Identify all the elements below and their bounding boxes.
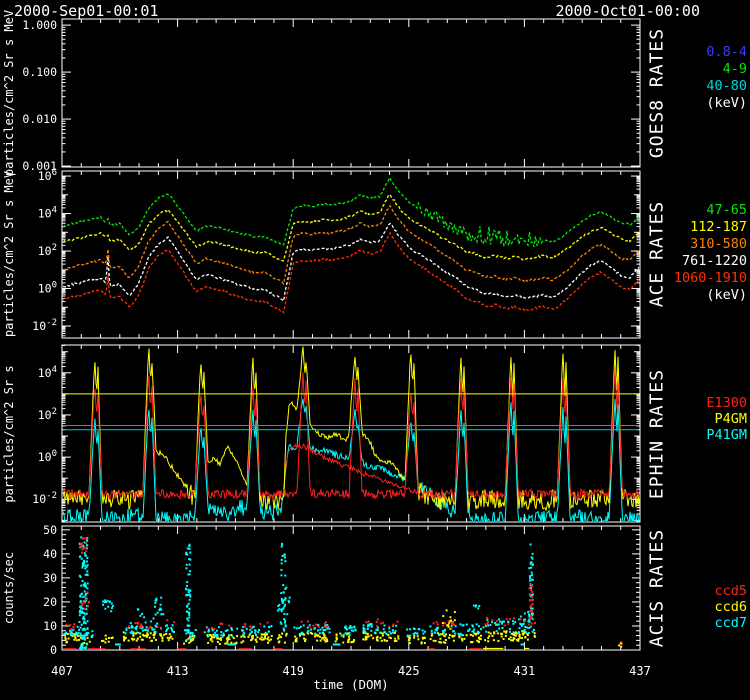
svg-text:407: 407 [51, 664, 73, 678]
legend-goes8-0.8-4: 0.8-4 [706, 44, 747, 60]
panel-ace-rates: 106 104 102 100 10-2 [32, 168, 641, 339]
legend-acis-ccd5: ccd5 [714, 583, 747, 599]
ace-series-761-1220 [63, 222, 639, 303]
ephin-panel-title: EPHIN RATES [646, 368, 668, 500]
svg-text:20: 20 [43, 595, 57, 609]
svg-text:102: 102 [38, 407, 57, 422]
acis-panel-title: ACIS RATES [646, 528, 668, 648]
goes8-panel-title: GOES8 RATES [646, 27, 668, 159]
ephin-series-E1300-event [286, 442, 422, 495]
end-date-title: 2000-Oct01-00:00 [555, 2, 701, 20]
svg-text:104: 104 [38, 206, 57, 221]
svg-text:431: 431 [514, 664, 536, 678]
svg-text:100: 100 [38, 449, 57, 464]
svg-text:0.001: 0.001 [22, 159, 57, 173]
x-axis-tick-labels: 407 413 419 425 431 437 [51, 664, 651, 678]
ace-panel-title: ACE RATES [646, 200, 668, 308]
x-axis-label: time (DOM) [313, 677, 389, 692]
ephin-series-P4GM [63, 346, 639, 512]
svg-text:413: 413 [167, 664, 189, 678]
ace-series-1060-1910 [63, 231, 639, 314]
legend-ace-310-580: 310-580 [690, 236, 747, 252]
svg-text:10-2: 10-2 [32, 318, 57, 333]
ace-y-axis-label: particles/cm^2 Sr s MeV [2, 170, 16, 338]
ephin-series-E1300 [63, 370, 639, 501]
panel-acis-rates: 50 40 30 20 10 0 [43, 523, 641, 657]
ephin-y-axis-label: particles/cm^2 Sr s [2, 365, 16, 503]
svg-text:425: 425 [398, 664, 420, 678]
legend-goes8-kev: (keV) [706, 95, 747, 111]
svg-text:30: 30 [43, 571, 57, 585]
svg-text:10-2: 10-2 [32, 491, 57, 506]
ace-series-310-580 [63, 204, 639, 286]
legend-acis-ccd7: ccd7 [714, 615, 747, 631]
legend-ace-1060-1910: 1060-1910 [673, 270, 747, 286]
legend-ace-112-187: 112-187 [690, 219, 747, 235]
panel-ephin-rates: 104 102 100 10-2 [32, 344, 641, 523]
panel-goes8-rates: 1.000 0.100 0.010 0.001 [22, 18, 641, 173]
legend-acis-ccd6: ccd6 [714, 599, 747, 615]
legend-ace-761-1220: 761-1220 [681, 253, 747, 269]
svg-text:1.000: 1.000 [22, 18, 57, 32]
svg-text:40: 40 [43, 547, 57, 561]
legend-goes8-4-9: 4-9 [722, 61, 747, 77]
acis-y-axis-label: counts/sec [2, 551, 16, 625]
legend-ephin-e1300: E1300 [706, 395, 747, 411]
ace-series-112-187 [63, 194, 639, 262]
svg-text:50: 50 [43, 523, 57, 537]
svg-text:0: 0 [50, 643, 57, 657]
legend-ace-kev: (keV) [706, 287, 747, 303]
svg-text:100: 100 [38, 281, 57, 296]
svg-text:0.100: 0.100 [22, 65, 57, 79]
legend-goes8-40-80: 40-80 [706, 78, 747, 94]
legend-ace-47-65: 47-65 [706, 202, 747, 218]
svg-text:104: 104 [38, 365, 57, 380]
legend-ephin-p41gm: P41GM [706, 427, 747, 443]
svg-text:102: 102 [38, 243, 57, 258]
start-date-title: 2000-Sep01-00:01 [14, 2, 159, 20]
svg-text:10: 10 [43, 619, 57, 633]
legend-ephin-p4gm: P4GM [714, 411, 747, 427]
ace-series-47-65 [63, 176, 639, 248]
goes8-y-axis-label: particles/cm^2 Sr s MeV [2, 9, 16, 177]
svg-text:437: 437 [629, 664, 651, 678]
svg-text:0.010: 0.010 [22, 112, 57, 126]
ephin-series-P41GM [63, 398, 639, 521]
svg-text:419: 419 [282, 664, 304, 678]
svg-text:106: 106 [38, 168, 57, 183]
